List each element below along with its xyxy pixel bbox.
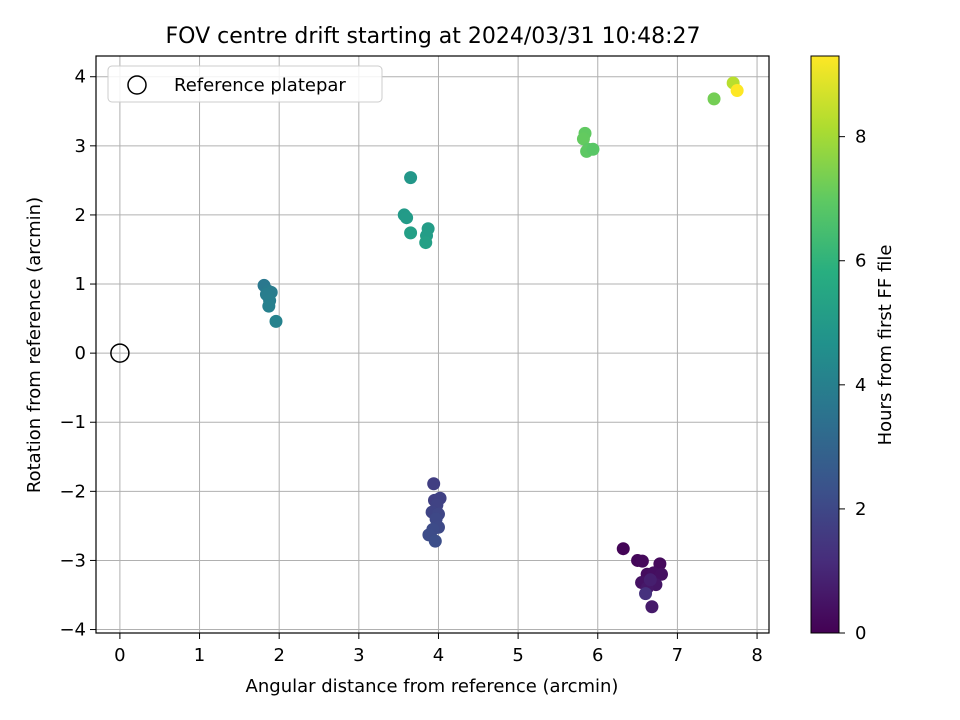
data-point (269, 314, 283, 328)
y-tick-label: −1 (59, 412, 86, 433)
data-point (639, 587, 653, 601)
colorbar-ticks: 0 2 4 6 8 (839, 127, 866, 644)
reference-marker (110, 343, 130, 363)
y-tick-label: −4 (59, 620, 86, 641)
colorbar (810, 55, 840, 634)
data-point (427, 477, 441, 491)
y-tick-label: 2 (75, 205, 86, 226)
x-tick-label: 4 (433, 645, 444, 666)
data-point (262, 299, 276, 313)
y-tick-label: 1 (75, 274, 86, 295)
x-axis-ticks: 0 1 2 3 4 5 6 7 8 (114, 633, 763, 666)
x-tick-label: 1 (194, 645, 205, 666)
y-tick-label: 4 (75, 67, 86, 88)
legend-entry: Reference platepar (174, 75, 346, 96)
x-tick-label: 8 (751, 645, 762, 666)
data-point (586, 142, 600, 156)
data-point (404, 171, 418, 185)
data-point (707, 92, 721, 106)
colorbar-tick-label: 2 (855, 499, 866, 520)
colorbar-tick-label: 4 (855, 375, 866, 396)
x-tick-label: 0 (114, 645, 125, 666)
legend: Reference platepar (107, 65, 383, 103)
x-tick-label: 6 (592, 645, 603, 666)
colorbar-tick-label: 8 (855, 127, 866, 148)
x-tick-label: 7 (672, 645, 683, 666)
chart-title: FOV centre drift starting at 2024/03/31 … (166, 24, 701, 49)
data-point (428, 534, 442, 548)
data-point (653, 557, 667, 571)
data-point (404, 226, 418, 240)
x-tick-label: 5 (512, 645, 523, 666)
data-point (645, 600, 659, 614)
data-point (635, 554, 649, 568)
legend-marker-icon (127, 75, 147, 95)
legend-box (107, 65, 383, 103)
y-axis-label: Rotation from reference (arcmin) (24, 197, 45, 493)
y-tick-label: −3 (59, 550, 86, 571)
data-point (643, 573, 657, 587)
colorbar-tick-label: 0 (855, 623, 866, 644)
data-point (616, 542, 630, 556)
x-tick-label: 2 (273, 645, 284, 666)
data-points (257, 76, 744, 614)
colorbar-label: Hours from first FF file (875, 245, 896, 446)
data-point (576, 132, 590, 146)
x-axis-label: Angular distance from reference (arcmin) (246, 676, 619, 697)
y-axis-ticks: −4 −3 −2 −1 0 1 2 3 4 (59, 67, 96, 641)
y-tick-label: 3 (75, 136, 86, 157)
data-point (400, 211, 414, 225)
x-tick-label: 3 (353, 645, 364, 666)
y-tick-label: 0 (75, 343, 86, 364)
colorbar-tick-label: 6 (855, 251, 866, 272)
data-point (730, 84, 744, 98)
data-point (654, 567, 668, 581)
data-point (419, 236, 433, 250)
plot-frame (95, 55, 770, 634)
y-tick-label: −2 (59, 481, 86, 502)
